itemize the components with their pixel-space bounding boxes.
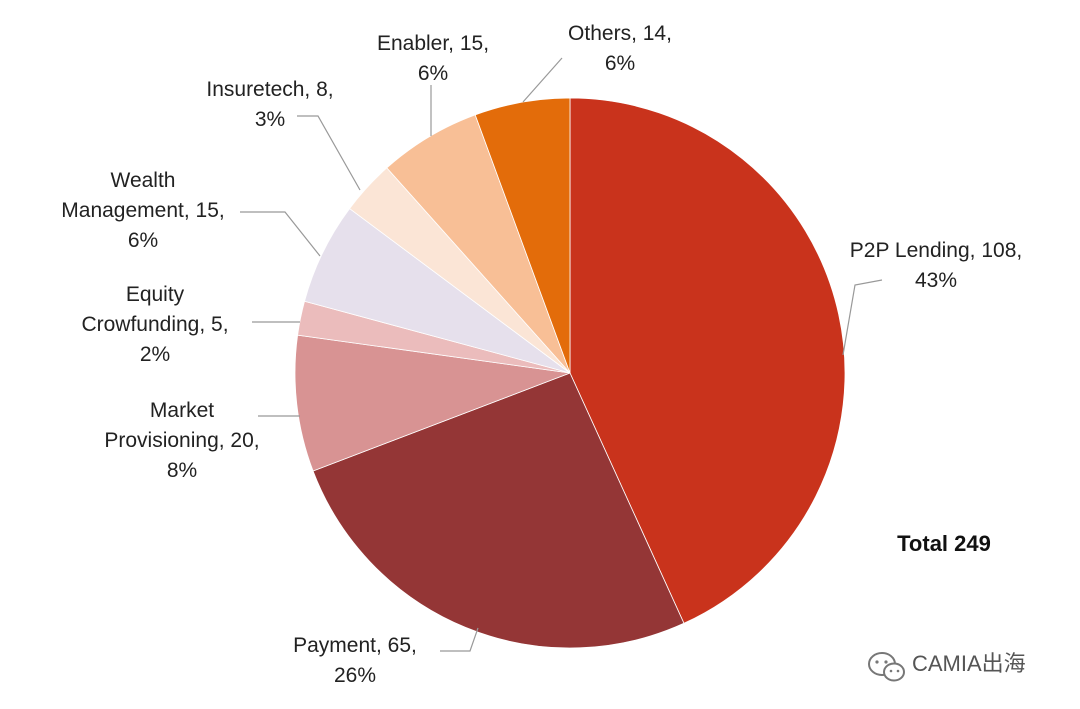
pie-slice-market-provisioning — [294, 334, 571, 472]
slice-label-line: P2P Lending, 108, — [850, 239, 1022, 262]
slice-labels: P2P Lending, 108, 43% Payment, 65, 26% Marke… — [61, 22, 1022, 687]
leader-line — [440, 627, 479, 652]
pie-slice-p2p-lending — [569, 97, 846, 624]
leader-lines — [240, 57, 883, 652]
slice-label-line: 26% — [334, 664, 376, 687]
slice-label-line: Others, 14, — [568, 22, 672, 45]
watermark: CAMIA出海 — [868, 651, 1026, 682]
slice-label-line: 3% — [255, 108, 285, 131]
leader-line — [297, 115, 361, 191]
slice-label-line: Provisioning, 20, — [104, 429, 259, 452]
pie-slice-payment — [312, 372, 685, 649]
slice-label: Payment, 65, 26% — [293, 634, 417, 687]
total-label: Total 249 — [897, 531, 991, 556]
slice-label: P2P Lending, 108, 43% — [850, 239, 1022, 292]
slice-label-line: Wealth — [111, 169, 176, 192]
slice-label-line: 6% — [418, 62, 448, 85]
slice-label: Market Provisioning, 20, 8% — [104, 399, 259, 482]
slice-label-line: Equity — [126, 283, 185, 306]
slice-label-line: 6% — [605, 52, 635, 75]
slice-label-line: Enabler, 15, — [377, 32, 489, 55]
watermark-text: CAMIA出海 — [912, 651, 1026, 676]
slice-label-line: Payment, 65, — [293, 634, 417, 657]
slice-label-line: Market — [150, 399, 214, 422]
leader-line — [842, 279, 883, 356]
slice-label-line: Crowfunding, 5, — [81, 313, 228, 336]
slice-label-line: 2% — [140, 343, 170, 366]
leader-line — [522, 57, 563, 103]
slice-label-line: Management, 15, — [61, 199, 224, 222]
slice-label: Enabler, 15, 6% — [377, 32, 489, 85]
slice-label-line: 8% — [167, 459, 197, 482]
slice-label-line: Insuretech, 8, — [206, 78, 333, 101]
leader-line — [240, 211, 321, 257]
pie-slices — [294, 97, 846, 649]
slice-label: Insuretech, 8, 3% — [206, 78, 333, 131]
slice-label-line: 43% — [915, 269, 957, 292]
slice-label-line: 6% — [128, 229, 158, 252]
pie-slice-others — [474, 97, 571, 374]
wechat-icon — [868, 652, 905, 682]
slice-label: Others, 14, 6% — [568, 22, 672, 75]
slice-label: Equity Crowfunding, 5, 2% — [81, 283, 228, 366]
slice-label: Wealth Management, 15, 6% — [61, 169, 224, 252]
